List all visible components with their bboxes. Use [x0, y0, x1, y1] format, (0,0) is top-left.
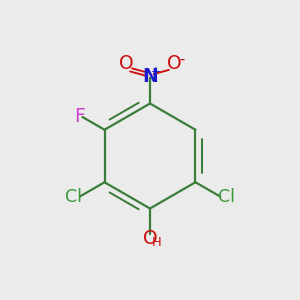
Text: H: H	[152, 236, 161, 250]
Text: Cl: Cl	[218, 188, 235, 206]
Text: Cl: Cl	[65, 188, 82, 206]
Text: O: O	[167, 54, 181, 74]
Text: -: -	[179, 52, 185, 67]
Text: F: F	[75, 107, 86, 126]
Text: +: +	[151, 64, 161, 78]
Text: O: O	[119, 54, 133, 74]
Text: N: N	[142, 67, 158, 86]
Text: O: O	[143, 229, 157, 248]
